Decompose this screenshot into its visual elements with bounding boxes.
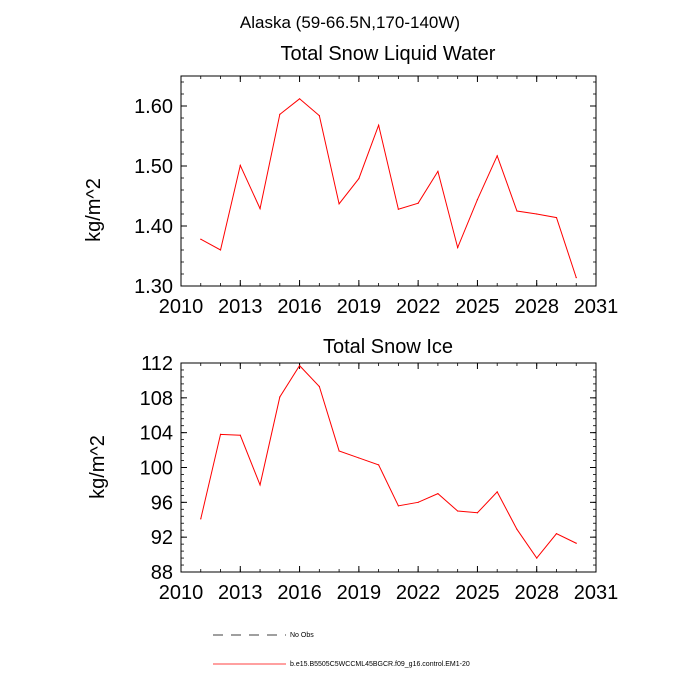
x-tick-label: 2025 (455, 582, 500, 604)
data-point (516, 210, 518, 212)
data-point (338, 203, 340, 205)
data-point (536, 557, 538, 559)
data-point (378, 464, 380, 466)
y-tick-label: 88 (151, 562, 173, 584)
data-point (259, 484, 261, 486)
y-tick-label: 92 (151, 527, 173, 549)
plot-frame (180, 362, 597, 573)
data-point (338, 450, 340, 452)
data-point (200, 238, 202, 240)
data-point (298, 365, 301, 367)
x-tick-label: 2022 (396, 582, 441, 604)
y-tick-label: 1.50 (134, 156, 173, 178)
figure-suptitle: Alaska (59-66.5N,170-140W) (240, 13, 460, 32)
y-tick-label: 1.40 (134, 216, 173, 238)
panel-title: Total Snow Liquid Water (281, 43, 496, 65)
x-tick-label: 2022 (396, 296, 441, 318)
data-point (318, 115, 320, 117)
plot-frame (180, 75, 597, 287)
data-point (219, 433, 222, 436)
data-point (279, 113, 281, 115)
x-tick-label: 2025 (455, 296, 500, 318)
x-tick-label: 2019 (337, 582, 382, 604)
data-point (496, 155, 498, 157)
data-point (575, 542, 577, 544)
data-point (457, 247, 459, 249)
y-tick-label: 108 (140, 388, 173, 410)
data-point (536, 213, 538, 215)
y-tick-label: 112 (141, 353, 173, 375)
x-tick-label: 2016 (277, 582, 322, 604)
data-point (397, 505, 399, 507)
y-tick-label: 96 (151, 492, 173, 514)
data-point (298, 98, 301, 100)
x-tick-label: 2016 (277, 296, 322, 318)
data-point (457, 510, 459, 512)
data-point (219, 249, 222, 251)
y-tick-label: 104 (140, 423, 173, 445)
data-point (378, 124, 380, 126)
data-point (358, 178, 360, 180)
data-point (239, 434, 241, 436)
data-point (200, 518, 202, 520)
x-tick-label: 2013 (218, 296, 263, 318)
panel-title: Total Snow Ice (323, 336, 453, 358)
data-point (555, 533, 558, 535)
data-point (575, 277, 577, 279)
data-point (397, 208, 399, 210)
data-point (476, 512, 479, 514)
legend-label-no-obs: No Obs (290, 632, 314, 639)
data-point (259, 208, 261, 210)
y-axis-label: kg/m^2 (83, 178, 105, 242)
y-axis-label: kg/m^2 (87, 435, 109, 499)
data-point (318, 385, 320, 388)
data-point (437, 170, 439, 172)
x-tick-label: 2010 (159, 582, 204, 604)
data-point (437, 493, 439, 495)
panel-total-snow-liquid-water: Total Snow Liquid Water kg/m^2 2010 2013 2… (83, 43, 618, 318)
data-point (516, 528, 518, 530)
x-tick-label: 2019 (337, 296, 382, 318)
data-point (476, 199, 479, 201)
data-point (358, 457, 360, 459)
legend: No Obs b.e15.B5505C5WCCML45BGCR.f09_g16.… (213, 632, 470, 668)
data-point (417, 202, 419, 204)
data-point (417, 501, 419, 503)
series-line (200, 364, 577, 559)
x-tick-label: 2031 (574, 582, 619, 604)
data-point (279, 396, 281, 398)
series-line (200, 98, 577, 278)
data-point (496, 491, 498, 493)
x-tick-label: 2028 (514, 296, 559, 318)
panel-total-snow-ice: Total Snow Ice kg/m^2 2010 2013 2016 2019 20… (87, 336, 618, 604)
y-tick-label: 1.30 (134, 276, 173, 298)
y-tick-label: 1.60 (134, 96, 173, 118)
legend-label-model-run: b.e15.B5505C5WCCML45BGCR.f09_g16.control… (290, 661, 470, 668)
x-tick-label: 2013 (218, 582, 263, 604)
y-tick-label: 100 (140, 458, 173, 480)
x-tick-label: 2028 (514, 582, 559, 604)
x-tick-label: 2010 (159, 296, 204, 318)
x-tick-label: 2031 (574, 296, 619, 318)
data-point (555, 217, 558, 219)
data-point (239, 164, 241, 166)
